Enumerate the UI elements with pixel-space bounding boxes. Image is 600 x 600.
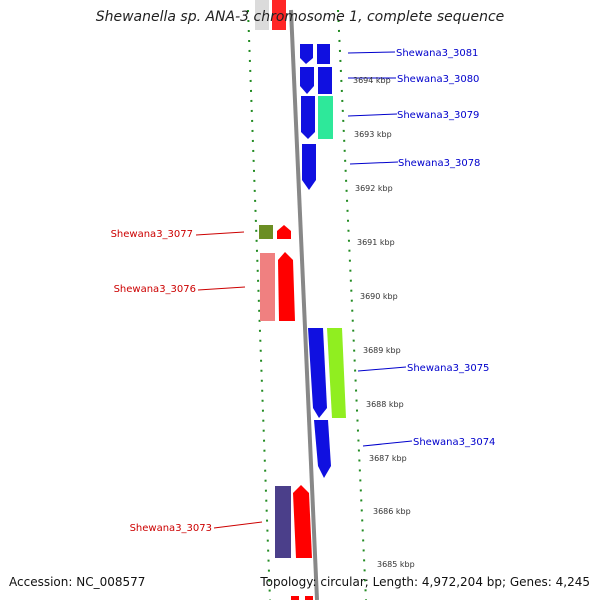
gene-Shewana3_3075[interactable]: [308, 328, 346, 418]
gene-label[interactable]: Shewana3_3078: [398, 158, 480, 169]
outer-ring-right: [337, 9, 367, 600]
gene-label[interactable]: Shewana3_3074: [413, 437, 495, 448]
gene-Shewana3_3080[interactable]: [300, 67, 332, 94]
gene-Shewana3_3078[interactable]: [302, 144, 316, 190]
gene-Shewana3_3074[interactable]: [314, 420, 331, 478]
tick-label: 3690 kbp: [360, 292, 398, 301]
gene-Shewana3_3081[interactable]: [300, 44, 330, 64]
partial-feature-bottom-red-2: [305, 596, 313, 600]
gene-label[interactable]: Shewana3_3076: [114, 284, 196, 295]
tick-label: 3686 kbp: [373, 507, 411, 516]
partial-feature-top-grey: [255, 0, 269, 30]
gene-label[interactable]: Shewana3_3073: [130, 523, 212, 534]
gene-label[interactable]: Shewana3_3077: [111, 229, 193, 240]
tick-label: 3692 kbp: [355, 184, 393, 193]
tick-labels: 3694 kbp 3693 kbp 3692 kbp 3691 kbp 3690…: [353, 76, 415, 569]
label-callouts: [195, 51, 413, 529]
gene-Shewana3_3079[interactable]: [301, 96, 333, 139]
tick-label: 3694 kbp: [353, 76, 391, 85]
tick-label: 3693 kbp: [354, 130, 392, 139]
gene-label[interactable]: Shewana3_3079: [397, 110, 479, 121]
partial-feature-top-red: [272, 0, 286, 30]
accession-label: Accession: NC_008577: [9, 575, 146, 589]
gene-label[interactable]: Shewana3_3080: [397, 74, 479, 85]
tick-label: 3691 kbp: [357, 238, 395, 247]
partial-feature-bottom-red: [291, 596, 299, 600]
map-title: Shewanella sp. ANA-3 chromosome 1, compl…: [95, 9, 505, 25]
topology-stats: Topology: circular; Length: 4,972,204 bp…: [260, 575, 590, 589]
gene-Shewana3_3076[interactable]: [260, 252, 295, 321]
gene-Shewana3_3073[interactable]: [275, 485, 312, 558]
gene-labels: Shewana3_3081 Shewana3_3080 Shewana3_307…: [111, 48, 496, 534]
gene-label[interactable]: Shewana3_3081: [396, 48, 478, 59]
gene-Shewana3_3077[interactable]: [259, 225, 291, 239]
tick-label: 3688 kbp: [366, 400, 404, 409]
gene-label[interactable]: Shewana3_3075: [407, 363, 489, 374]
tick-label: 3685 kbp: [377, 560, 415, 569]
tick-label: 3689 kbp: [363, 346, 401, 355]
sequence-backbone: [289, 9, 319, 600]
tick-label: 3687 kbp: [369, 454, 407, 463]
